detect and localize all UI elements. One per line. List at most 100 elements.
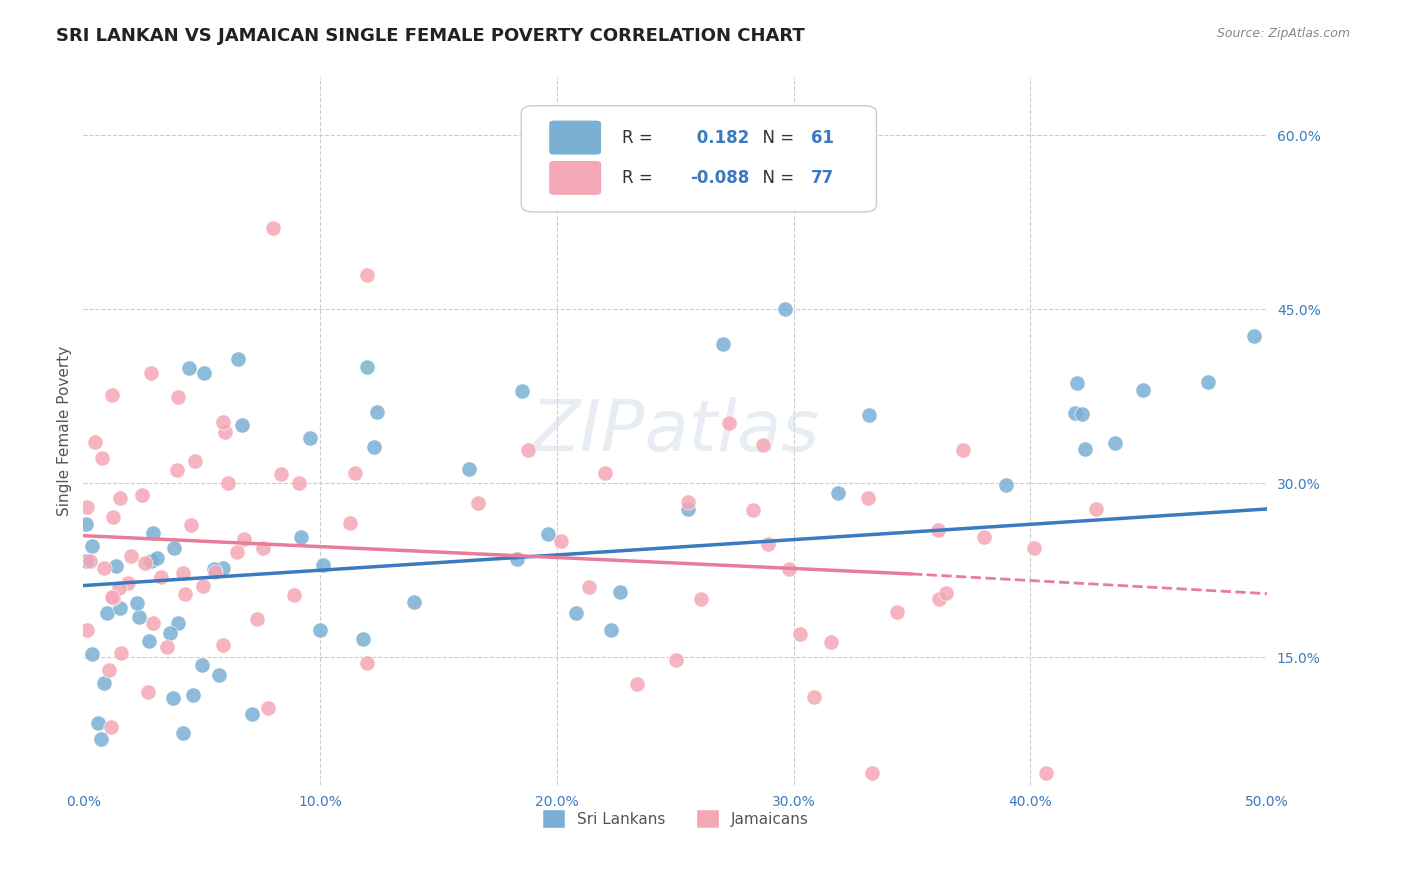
Point — [101, 591, 124, 605]
Point — [202, 561, 225, 575]
Point — [84, 434, 107, 449]
Point — [212, 561, 235, 575]
Point — [211, 638, 233, 652]
Point — [100, 590, 122, 604]
Point — [718, 416, 741, 430]
Point — [1132, 383, 1154, 397]
Point — [204, 565, 226, 579]
FancyBboxPatch shape — [548, 161, 602, 195]
Point — [467, 496, 489, 510]
Point — [283, 588, 305, 602]
Point — [163, 541, 186, 556]
Text: R =: R = — [621, 169, 658, 187]
Point — [1073, 442, 1095, 456]
Text: Source: ZipAtlas.com: Source: ZipAtlas.com — [1216, 27, 1350, 40]
Point — [245, 612, 267, 626]
Point — [134, 556, 156, 570]
Point — [665, 653, 688, 667]
Point — [90, 731, 112, 746]
Point — [366, 405, 388, 419]
Point — [179, 360, 201, 375]
Point — [80, 647, 103, 661]
Point — [101, 388, 124, 402]
Point — [270, 467, 292, 482]
Point — [778, 561, 800, 575]
Point — [676, 495, 699, 509]
Point — [363, 440, 385, 454]
Point — [312, 558, 335, 573]
Point — [142, 526, 165, 541]
Point — [117, 576, 139, 591]
Point — [257, 700, 280, 714]
Point — [159, 626, 181, 640]
Text: ZIPatlas: ZIPatlas — [530, 397, 820, 466]
Point — [973, 530, 995, 544]
Point — [167, 615, 190, 630]
Point — [356, 657, 378, 671]
Text: SRI LANKAN VS JAMAICAN SINGLE FEMALE POVERTY CORRELATION CHART: SRI LANKAN VS JAMAICAN SINGLE FEMALE POV… — [56, 27, 806, 45]
Point — [166, 390, 188, 404]
Point — [1070, 407, 1092, 421]
Point — [91, 450, 114, 465]
Point — [676, 501, 699, 516]
Point — [93, 675, 115, 690]
Point — [1104, 435, 1126, 450]
Text: R =: R = — [621, 128, 658, 146]
Point — [181, 688, 204, 702]
Point — [172, 566, 194, 580]
Point — [180, 518, 202, 533]
Point — [75, 517, 97, 532]
Point — [288, 475, 311, 490]
FancyBboxPatch shape — [522, 106, 876, 212]
Point — [1085, 502, 1108, 516]
Point — [76, 623, 98, 637]
Point — [82, 539, 104, 553]
Point — [217, 476, 239, 491]
Point — [860, 766, 883, 780]
Point — [356, 360, 378, 375]
Text: 0.182: 0.182 — [690, 128, 749, 146]
Point — [174, 587, 197, 601]
Point — [309, 623, 332, 637]
Point — [262, 221, 284, 235]
Point — [131, 488, 153, 502]
Point — [935, 585, 957, 599]
Point — [141, 616, 163, 631]
Text: N =: N = — [752, 128, 800, 146]
Point — [193, 579, 215, 593]
Point — [226, 352, 249, 367]
Point — [110, 646, 132, 660]
Point — [108, 491, 131, 505]
Point — [231, 417, 253, 432]
Point — [107, 581, 129, 595]
Point — [751, 438, 773, 452]
Point — [593, 467, 616, 481]
Point — [506, 551, 529, 566]
Point — [136, 685, 159, 699]
Point — [609, 585, 631, 599]
Point — [79, 554, 101, 568]
Point — [193, 366, 215, 380]
Point — [773, 302, 796, 317]
FancyBboxPatch shape — [548, 120, 602, 155]
Point — [886, 605, 908, 619]
Text: -0.088: -0.088 — [690, 169, 749, 187]
Point — [1243, 329, 1265, 343]
Point — [1022, 541, 1045, 555]
Point — [100, 720, 122, 734]
Point — [75, 554, 97, 568]
Point — [402, 595, 425, 609]
Point — [517, 443, 540, 458]
Point — [214, 425, 236, 439]
Point — [858, 409, 880, 423]
Point — [298, 431, 321, 445]
Point — [1063, 406, 1085, 420]
Point — [128, 610, 150, 624]
Point — [756, 537, 779, 551]
Point — [789, 627, 811, 641]
Point — [191, 657, 214, 672]
Point — [565, 606, 588, 620]
Point — [184, 454, 207, 468]
Point — [458, 462, 481, 476]
Point — [150, 569, 173, 583]
